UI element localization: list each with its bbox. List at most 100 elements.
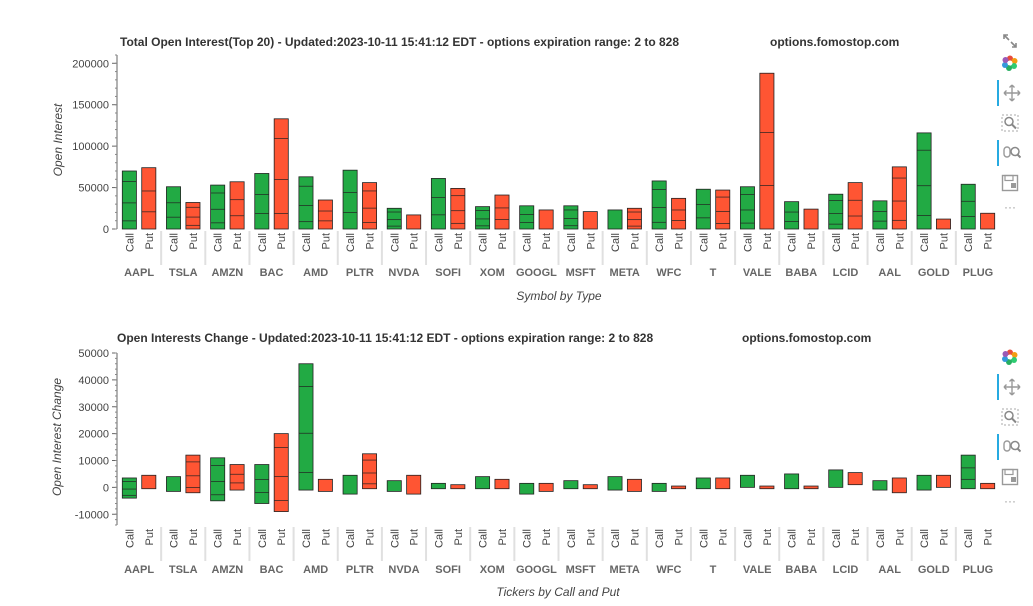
bar-baba-call[interactable] — [784, 473, 800, 490]
bar-xom-put[interactable] — [494, 478, 510, 490]
bar-baba-call[interactable] — [784, 201, 800, 230]
bar-nvda-call[interactable] — [386, 207, 402, 230]
wheel-zoom-icon[interactable] — [997, 434, 1025, 460]
bar-xom-call[interactable] — [475, 206, 491, 230]
bar-aapl-put[interactable] — [141, 167, 157, 230]
bar-plug-call[interactable] — [960, 454, 976, 490]
bar-pltr-put[interactable] — [362, 182, 378, 230]
pan-icon[interactable] — [997, 80, 1025, 106]
bar-nvda-put[interactable] — [406, 474, 422, 495]
bar-t-call[interactable] — [695, 477, 711, 490]
bar-amd-call[interactable] — [298, 363, 314, 491]
bar-msft-put[interactable] — [582, 211, 598, 230]
bar-vale-put[interactable] — [759, 485, 775, 490]
bar-vale-call[interactable] — [739, 474, 755, 488]
bar-googl-put[interactable] — [538, 482, 554, 492]
category-label-aapl: AAPL — [124, 564, 154, 576]
bar-gold-put[interactable] — [936, 474, 951, 488]
bar-amd-call[interactable] — [298, 176, 314, 230]
bar-bac-put[interactable] — [273, 118, 289, 230]
bar-t-call[interactable] — [695, 188, 711, 230]
bokeh-logo-icon[interactable] — [997, 50, 1023, 76]
bar-nvda-call[interactable] — [386, 480, 402, 492]
bar-plug-put[interactable] — [980, 482, 996, 490]
bar-t-put[interactable] — [715, 189, 731, 230]
bar-t-put[interactable] — [715, 477, 731, 490]
bar-plug-call[interactable] — [960, 183, 976, 230]
bar-aal-call[interactable] — [872, 200, 888, 230]
bar-aal-put[interactable] — [891, 166, 907, 230]
bar-msft-put[interactable] — [582, 484, 598, 490]
bar-wfc-put[interactable] — [671, 197, 687, 230]
type-label-call: Call — [875, 233, 887, 252]
bar-amd-put[interactable] — [317, 478, 333, 492]
bar-msft-call[interactable] — [563, 480, 579, 490]
bar-wfc-call[interactable] — [651, 482, 667, 492]
type-label-call: Call — [698, 529, 710, 548]
box-zoom-icon[interactable] — [997, 110, 1023, 136]
more-icon[interactable]: ··· — [1004, 494, 1016, 508]
bar-meta-put[interactable] — [626, 207, 642, 230]
bar-vale-put[interactable] — [759, 72, 775, 230]
bar-googl-call[interactable] — [519, 205, 535, 230]
bar-aal-call[interactable] — [872, 480, 888, 491]
bar-googl-put[interactable] — [538, 209, 554, 230]
bar-sofi-put[interactable] — [450, 187, 466, 230]
bar-vale-call[interactable] — [739, 186, 755, 230]
bar-amd-put[interactable] — [317, 199, 333, 230]
bar-bac-put[interactable] — [273, 433, 289, 512]
bar-meta-call[interactable] — [607, 476, 623, 491]
bar-meta-call[interactable] — [607, 209, 623, 230]
bar-aal-put[interactable] — [891, 477, 907, 494]
bar-tsla-call[interactable] — [166, 476, 181, 492]
bar-lcid-put[interactable] — [847, 472, 863, 486]
type-label-put: Put — [806, 233, 818, 250]
bar-meta-put[interactable] — [626, 478, 642, 492]
bar-baba-put[interactable] — [803, 208, 819, 230]
bar-pltr-call[interactable] — [342, 169, 358, 230]
bar-gold-call[interactable] — [916, 474, 932, 491]
bar-amzn-put[interactable] — [229, 464, 245, 491]
bar-aapl-put[interactable] — [141, 474, 157, 490]
more-icon[interactable]: ··· — [1004, 200, 1016, 214]
bar-lcid-call[interactable] — [828, 193, 844, 230]
save-icon[interactable] — [997, 170, 1023, 196]
bar-plug-put[interactable] — [980, 212, 996, 230]
bar-pltr-put[interactable] — [362, 453, 378, 490]
reset-expand-icon[interactable] — [997, 28, 1023, 54]
bar-msft-call[interactable] — [563, 205, 579, 230]
bar-amzn-call[interactable] — [210, 457, 226, 502]
bar-sofi-call[interactable] — [430, 178, 446, 230]
bar-bac-call[interactable] — [254, 464, 270, 504]
bar-nvda-put[interactable] — [406, 214, 422, 230]
bar-wfc-call[interactable] — [651, 180, 667, 230]
bar-wfc-put[interactable] — [671, 485, 687, 490]
bar-tsla-call[interactable] — [166, 186, 181, 230]
bar-sofi-call[interactable] — [430, 482, 446, 490]
type-label-put: Put — [585, 529, 597, 546]
bar-amzn-call[interactable] — [210, 184, 226, 230]
bar-baba-put[interactable] — [803, 485, 819, 490]
bar-tsla-put[interactable] — [185, 454, 201, 494]
bar-gold-call[interactable] — [916, 132, 932, 230]
bar-lcid-call[interactable] — [828, 469, 844, 488]
type-label-put: Put — [894, 529, 906, 546]
bar-sofi-put[interactable] — [450, 484, 466, 490]
bar-aapl-call[interactable] — [121, 477, 137, 499]
bar-tsla-put[interactable] — [185, 202, 201, 230]
type-label-put: Put — [718, 233, 730, 250]
box-zoom-icon[interactable] — [997, 404, 1023, 430]
bar-pltr-call[interactable] — [342, 474, 358, 495]
bar-xom-put[interactable] — [494, 194, 510, 230]
bar-xom-call[interactable] — [475, 476, 491, 490]
bar-amzn-put[interactable] — [229, 181, 245, 230]
bar-googl-call[interactable] — [519, 482, 535, 495]
bar-gold-put[interactable] — [936, 218, 951, 230]
bar-lcid-put[interactable] — [847, 182, 863, 230]
save-icon[interactable] — [997, 464, 1023, 490]
bar-aapl-call[interactable] — [121, 170, 137, 230]
pan-icon[interactable] — [997, 374, 1025, 400]
bokeh-logo-icon[interactable] — [997, 344, 1023, 370]
bar-bac-call[interactable] — [254, 173, 270, 230]
wheel-zoom-icon[interactable] — [997, 140, 1025, 166]
